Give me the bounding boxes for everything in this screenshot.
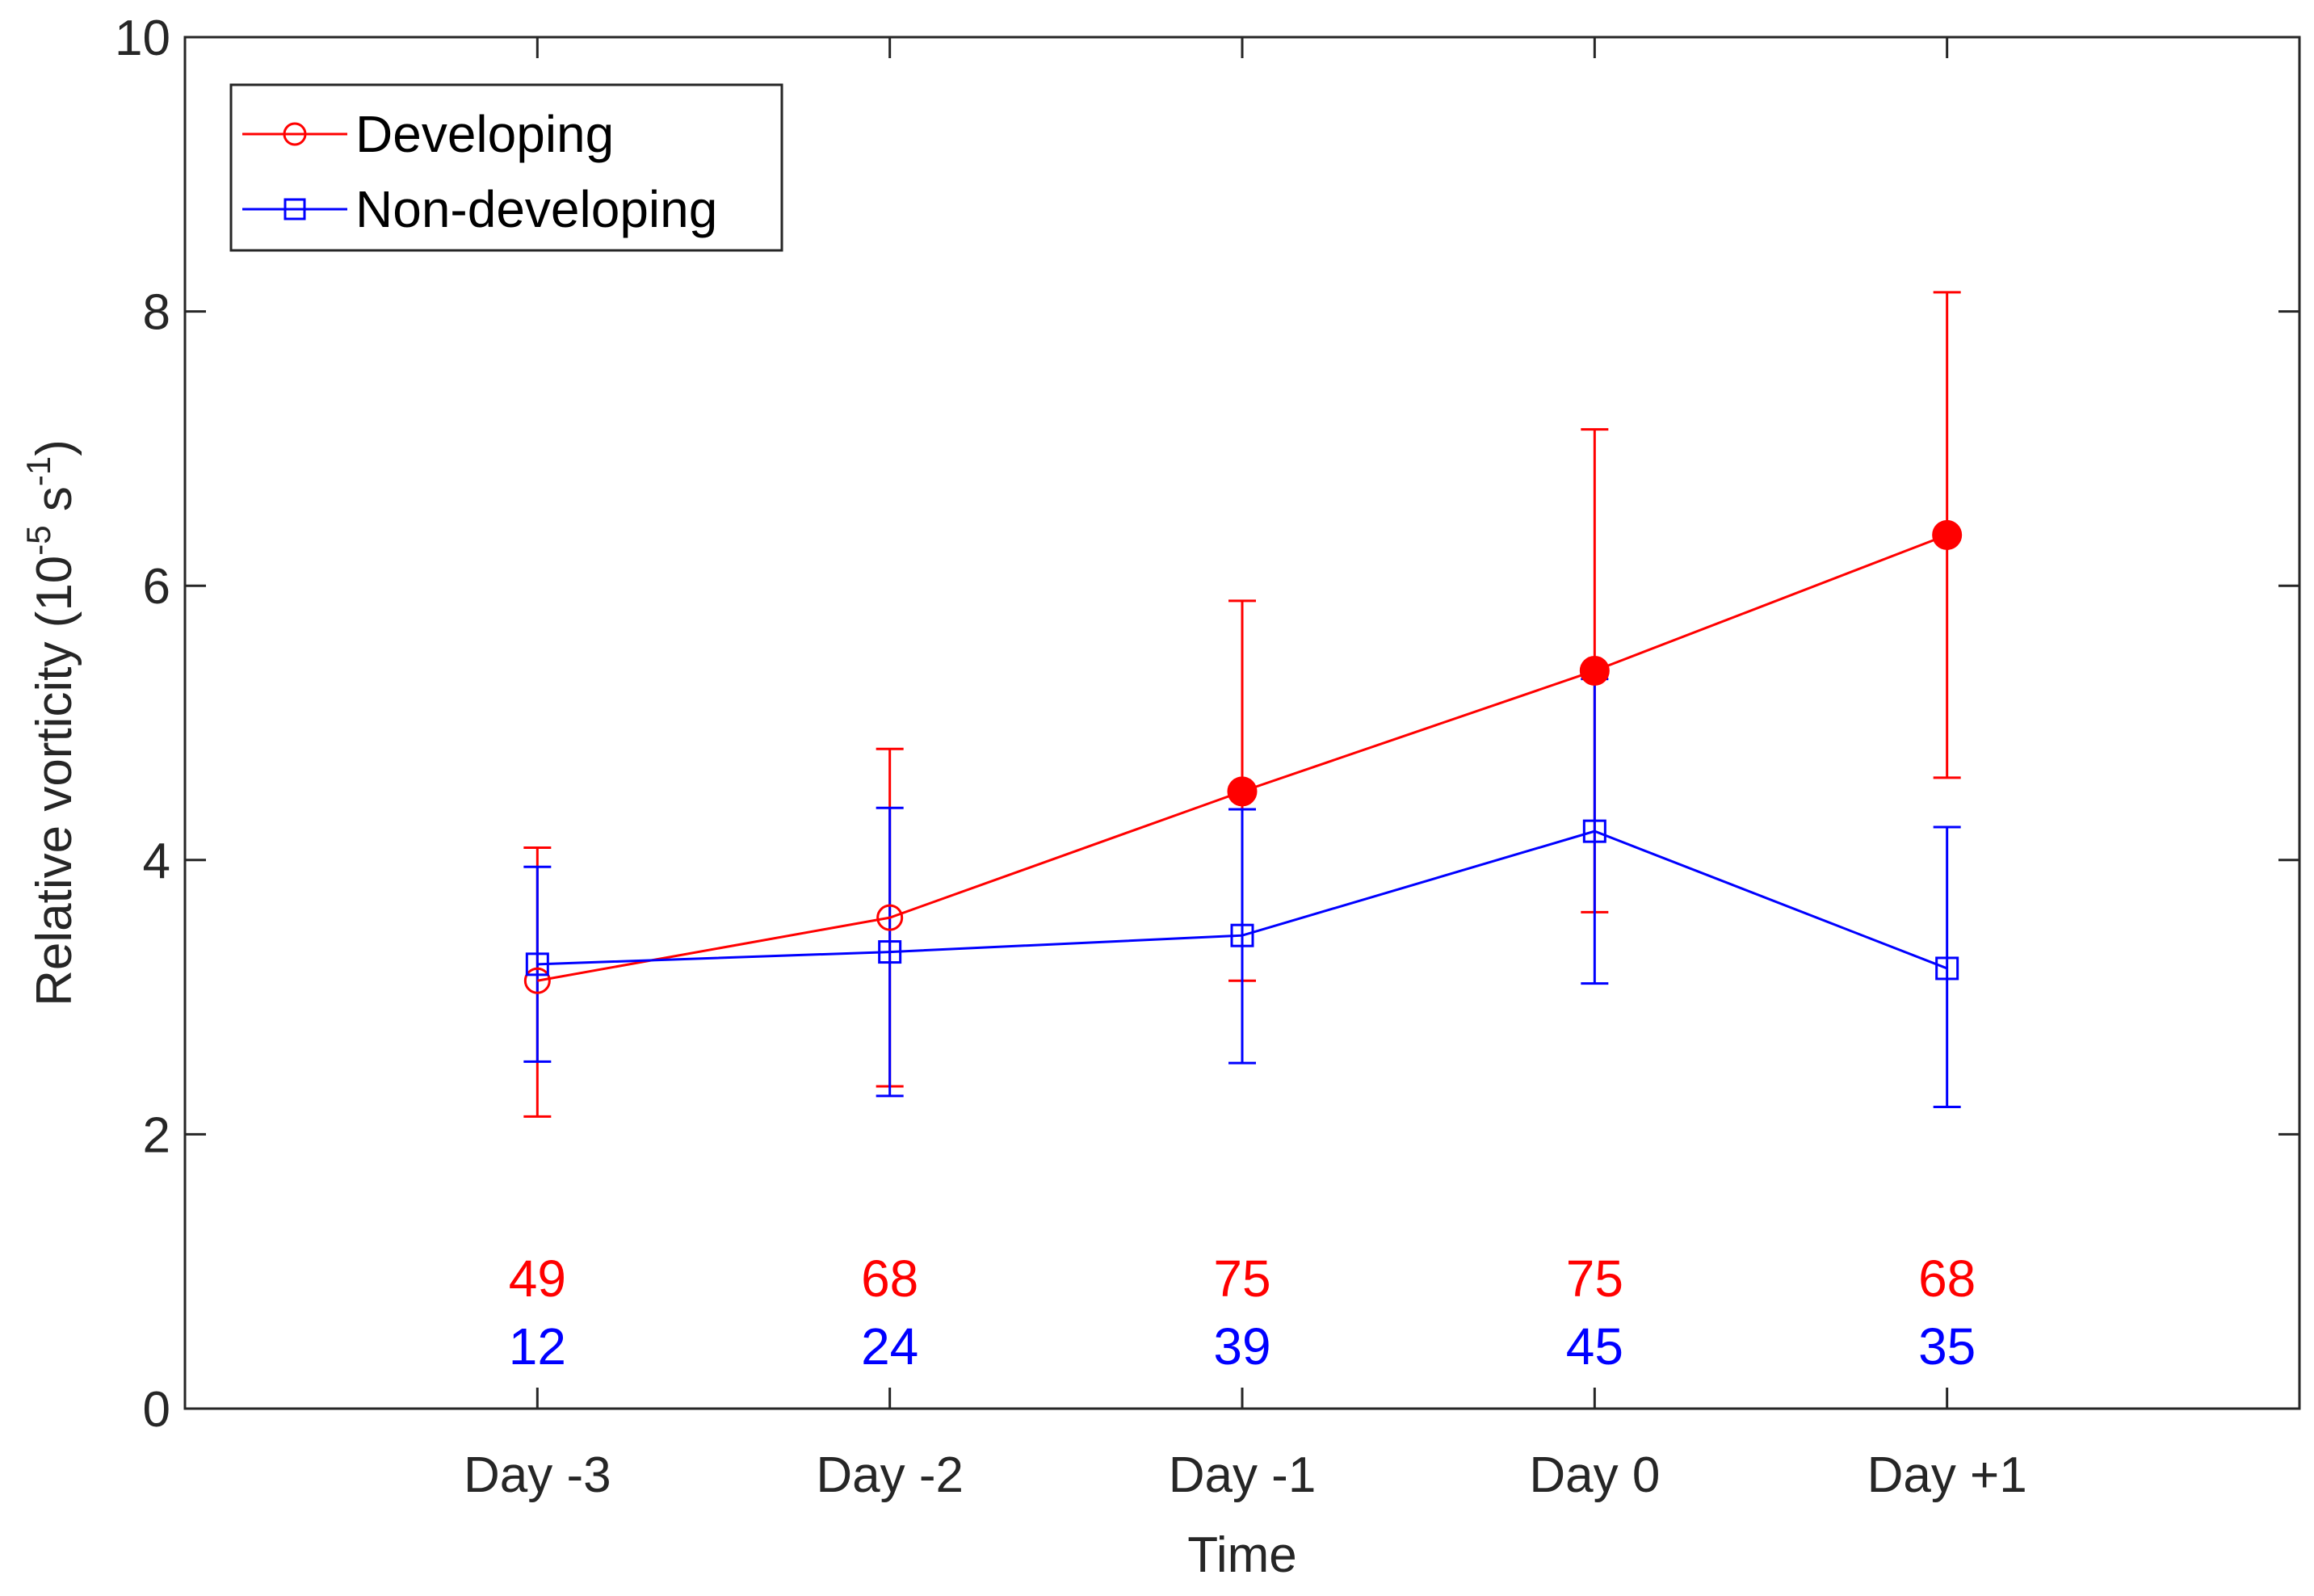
count-label-developing: 49 — [509, 1250, 566, 1308]
data-point-developing — [1932, 519, 1963, 550]
count-label-non-developing: 39 — [1213, 1317, 1270, 1376]
y-tick-label: 8 — [143, 285, 170, 341]
data-point-non-developing — [878, 940, 902, 964]
legend-marker-developing — [283, 122, 307, 146]
legend-label-non-developing: Non-developing — [355, 180, 717, 238]
legend-box — [229, 83, 783, 252]
data-point-non-developing — [1582, 819, 1606, 843]
x-tick-label: Day 0 — [1529, 1447, 1660, 1503]
legend-marker-non-developing — [283, 198, 306, 220]
sample-counts: 49 68 75 75 68 12 24 39 45 35 — [509, 1250, 1976, 1376]
legend-item-developing: Developing — [242, 105, 614, 163]
data-point-non-developing — [525, 952, 549, 976]
y-tick-label: 6 — [143, 559, 170, 615]
x-tick-label: Day -3 — [464, 1447, 611, 1503]
data-point-developing — [523, 967, 551, 994]
count-label-non-developing: 12 — [509, 1317, 566, 1376]
x-tick-label: Day -1 — [1169, 1447, 1317, 1503]
data-point-developing — [1579, 655, 1610, 686]
series-line-non-developing — [537, 830, 1948, 970]
count-label-non-developing: 35 — [1918, 1317, 1976, 1376]
y-tick-label: 2 — [143, 1107, 170, 1163]
y-axis-title-main: Relative vorticity (10 — [27, 556, 82, 1006]
x-tick-labels: Day -3 Day -2 Day -1 Day 0 Day +1 — [464, 1447, 2027, 1503]
data-point-non-developing — [1935, 956, 1959, 981]
legend: Developing Non-developing — [229, 83, 783, 252]
y-axis-title: Relative vorticity (10-5 s-1) — [19, 439, 82, 1006]
y-tick-label: 0 — [143, 1382, 170, 1438]
y-axis-title-exp2: -1 — [19, 456, 57, 486]
data-point-developing — [876, 904, 904, 931]
y-axis-title-exp1: -5 — [19, 525, 57, 555]
count-label-developing: 75 — [1213, 1250, 1270, 1308]
count-label-developing: 68 — [1918, 1250, 1976, 1308]
series-markers — [523, 519, 1963, 994]
data-point-non-developing — [1230, 923, 1254, 947]
legend-label-developing: Developing — [355, 105, 614, 163]
x-tick-label: Day +1 — [1867, 1447, 2027, 1503]
error-bars — [523, 291, 1961, 1118]
x-tick-label: Day -2 — [816, 1447, 964, 1503]
plot-frame — [183, 36, 2301, 1410]
y-tick-labels: 0 2 4 6 8 10 — [115, 10, 170, 1438]
y-axis-title-mid: s — [27, 486, 82, 525]
y-tick-label: 10 — [115, 10, 170, 66]
legend-item-non-developing: Non-developing — [242, 180, 717, 238]
x-axis-title: Time — [1187, 1527, 1296, 1583]
count-label-developing: 68 — [861, 1250, 918, 1308]
y-axis-title-end: ) — [27, 439, 82, 456]
count-label-non-developing: 24 — [861, 1317, 918, 1376]
data-point-developing — [1227, 776, 1258, 807]
y-tick-label: 4 — [143, 834, 170, 889]
count-label-non-developing: 45 — [1566, 1317, 1623, 1376]
count-label-developing: 75 — [1566, 1250, 1623, 1308]
